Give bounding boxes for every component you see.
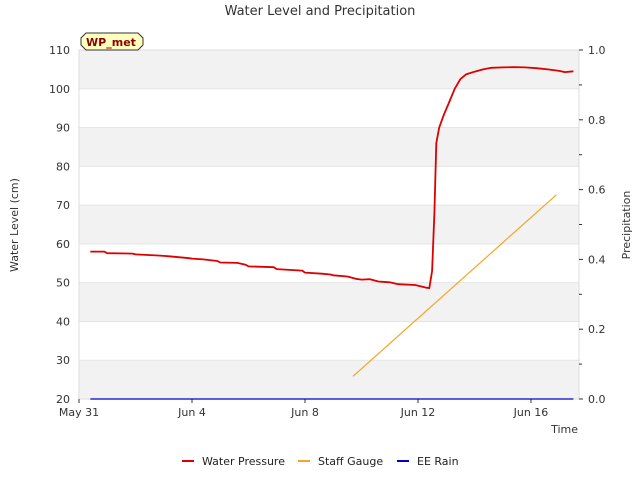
y2-tick-label: 0.0 — [588, 393, 606, 406]
y-axis-label: Water Level (cm) — [8, 178, 21, 272]
legend-staff-gauge-label: Staff Gauge — [318, 455, 383, 468]
grid-band — [79, 360, 579, 399]
y-tick-label: 110 — [49, 44, 70, 57]
x-tick-label: May 31 — [59, 406, 99, 419]
grid-band — [79, 282, 579, 322]
y-tick-label: 40 — [56, 315, 70, 328]
series-group — [90, 66, 574, 400]
y2-tick-label: 0.8 — [588, 114, 606, 127]
x-tick-label: Jun 12 — [400, 406, 436, 419]
legend: Water Pressure Staff Gauge EE Rain — [182, 455, 459, 468]
y-tick-label: 30 — [56, 354, 70, 367]
x-axis-label: Time — [550, 423, 578, 436]
series-staff-gauge-line — [352, 194, 557, 377]
y-axis-right: 0.0 0.2 0.4 0.6 0.8 1.0 — [579, 44, 606, 406]
y-tick-label: 70 — [56, 199, 70, 212]
y-tick-label: 80 — [56, 160, 70, 173]
y-tick-label: 100 — [49, 83, 70, 96]
legend-ee-rain-label: EE Rain — [417, 455, 459, 468]
y2-tick-label: 0.6 — [588, 184, 606, 197]
grid-band — [79, 50, 579, 89]
grid-band — [79, 205, 579, 244]
badge-shape — [80, 32, 144, 51]
grid-band — [79, 127, 579, 167]
y2-axis-label: Precipitation — [620, 191, 633, 260]
chart-title: Water Level and Precipitation — [225, 4, 416, 19]
badge-label: WP_met — [86, 36, 136, 49]
legend-water-pressure-label: Water Pressure — [202, 455, 285, 468]
y-tick-label: 90 — [56, 122, 70, 135]
x-tick-label: Jun 16 — [513, 406, 549, 419]
y2-tick-label: 0.2 — [588, 323, 606, 336]
y2-tick-label: 1.0 — [588, 44, 606, 57]
y2-tick-label: 0.4 — [588, 253, 606, 266]
x-axis: May 31 Jun 4 Jun 8 Jun 12 Jun 16 — [59, 399, 548, 419]
x-tick-label: Jun 4 — [177, 406, 206, 419]
grid-bands — [79, 50, 579, 399]
y-axis-left: 20 30 40 50 60 70 80 90 100 110 — [49, 44, 70, 406]
y-tick-label: 50 — [56, 277, 70, 290]
y-tick-label: 20 — [56, 393, 70, 406]
y-tick-label: 60 — [56, 238, 70, 251]
series-water-pressure-line — [90, 66, 574, 290]
x-tick-label: Jun 8 — [290, 406, 319, 419]
badge: WP_met — [80, 32, 144, 51]
